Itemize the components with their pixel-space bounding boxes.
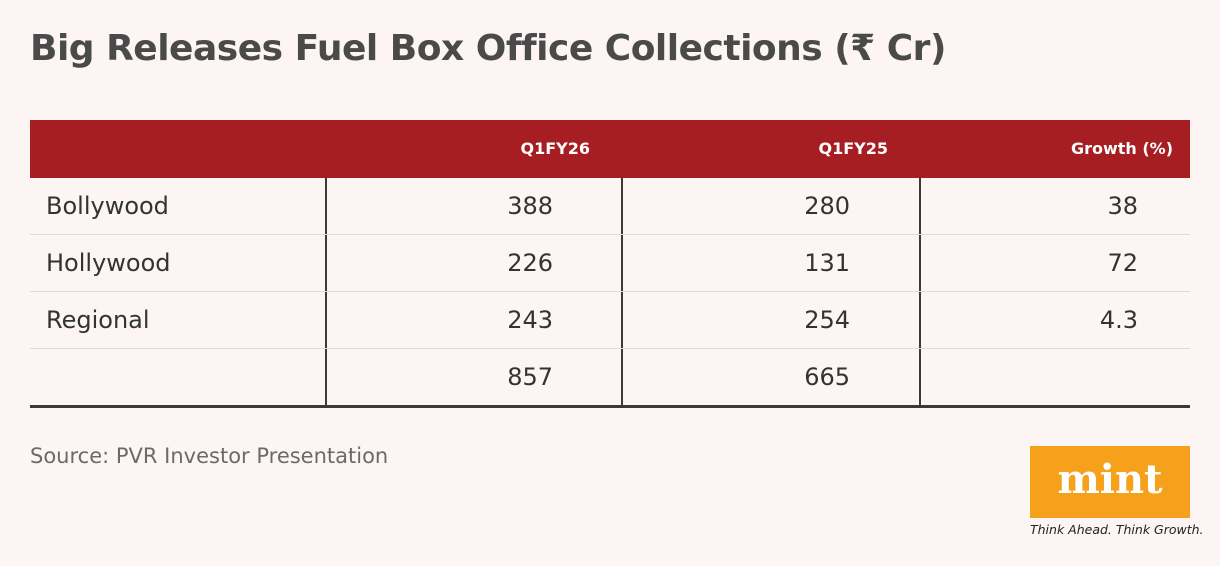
table-cell: 857 [507,363,553,391]
column-divider [621,349,623,405]
column-divider [621,292,623,348]
table-cell: 131 [804,249,850,277]
logo: mint [1030,446,1190,518]
table-header: Q1FY26 Q1FY25 Growth (%) [30,120,1190,178]
table-cell: 72 [1107,249,1138,277]
column-divider [919,292,921,348]
table-row: Hollywood 226 131 72 [30,235,1190,292]
source: Source: PVR Investor Presentation [30,444,389,468]
row-label: Hollywood [46,249,171,277]
column-divider [919,178,921,234]
row-label: Bollywood [46,192,169,220]
column-divider [919,349,921,405]
title: Big Releases Fuel Box Office Collections… [30,28,946,69]
column-divider [325,178,327,234]
table-cell: 226 [507,249,553,277]
column-divider [621,235,623,291]
table: Q1FY26 Q1FY25 Growth (%) Bollywood 388 280 38… [30,120,1190,408]
column-divider [325,235,327,291]
table-cell: 254 [804,306,850,334]
table-cell: 4.3 [1099,306,1138,334]
column-divider [621,178,623,234]
table-cell: 38 [1107,192,1138,220]
column-divider [325,349,327,405]
tagline: Think Ahead. Think Growth. [1030,522,1204,537]
table-cell: 280 [804,192,850,220]
column-header: Q1FY26 [520,139,590,158]
table-body: Bollywood 388 280 38 Hollywood 226 131 72 Region… [30,178,1190,408]
table-row: Regional 243 254 4.3 [30,292,1190,349]
table-cell: 388 [507,192,553,220]
table-row: Bollywood 388 280 38 [30,178,1190,235]
column-header: Q1FY25 [818,139,888,158]
column-divider [325,292,327,348]
row-label: Regional [46,306,150,334]
table-row: 857 665 [30,349,1190,408]
column-header: Growth (%) [1070,139,1173,158]
column-divider [919,235,921,291]
table-cell: 665 [804,363,850,391]
table-cell: 243 [507,306,553,334]
